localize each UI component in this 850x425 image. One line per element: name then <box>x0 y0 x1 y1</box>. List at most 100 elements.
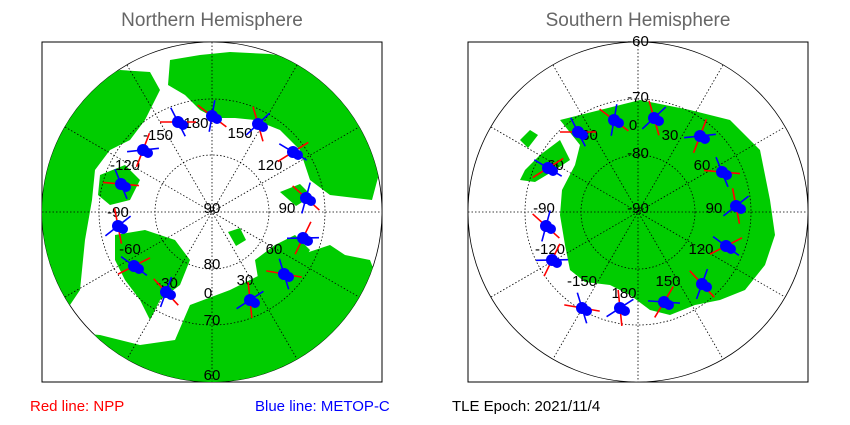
north-pass-marker <box>245 106 271 142</box>
south-satellite-dot <box>700 134 710 144</box>
landmass-greenland <box>115 230 190 320</box>
south-map: -60 -70 -80 -90 -30 0 30 -60 60 -90 90 -… <box>467 33 809 383</box>
south-pass-marker <box>647 286 681 318</box>
north-satellite-dot <box>258 122 268 132</box>
north-label-lon-60: 60 <box>266 241 283 258</box>
south-satellite-dot <box>614 118 624 128</box>
south-label-lat-m80: -80 <box>627 145 649 162</box>
landmass-north-america <box>42 70 160 320</box>
south-pass-marker <box>599 104 629 136</box>
north-label-lon-120: 120 <box>257 157 282 174</box>
north-pass-marker <box>117 255 151 277</box>
south-satellite-dot <box>722 170 732 180</box>
north-map: -150 180 150 -120 120 -90 90 -60 60 -30 … <box>41 41 383 384</box>
south-satellite-passes <box>532 100 750 326</box>
south-label-lat-m70: -70 <box>627 89 649 106</box>
south-label-lon-m90: -90 <box>533 200 555 217</box>
north-label-lat-90: 90 <box>204 200 221 217</box>
north-label-lat-80: 80 <box>204 256 221 273</box>
south-label-lon-60: 60 <box>694 157 711 174</box>
north-pass-marker <box>277 141 309 163</box>
south-pass-marker <box>532 210 560 242</box>
north-label-lon-m150: -150 <box>143 127 173 144</box>
south-pass-marker <box>564 292 600 324</box>
north-satellite-passes <box>102 100 320 318</box>
north-satellite-dot <box>166 290 176 300</box>
landmass-south-america-tip <box>520 130 538 148</box>
south-label-lon-m150: -150 <box>567 273 597 290</box>
south-satellite-dot <box>702 282 712 292</box>
north-satellite-dot <box>134 264 144 274</box>
south-pass-marker <box>684 118 716 154</box>
north-satellite-dot <box>143 148 153 158</box>
north-satellite-dot <box>303 236 313 246</box>
south-satellite-dot <box>736 204 746 214</box>
south-satellite-dot <box>578 130 588 140</box>
landmass-asia <box>168 52 380 200</box>
north-label-lon-150: 150 <box>227 125 252 142</box>
north-label-lat-70: 70 <box>204 312 221 329</box>
south-satellite-dot <box>546 224 556 234</box>
south-label-lat-m60: -60 <box>627 33 649 50</box>
north-satellite-dot <box>212 114 222 124</box>
landmass-svalbard <box>228 228 246 246</box>
south-label-lon-90: 90 <box>706 200 723 217</box>
north-satellite-dot <box>121 182 131 192</box>
north-pass-marker <box>292 182 320 214</box>
south-pass-marker <box>722 188 750 224</box>
north-label-lat-60: 60 <box>204 367 221 384</box>
north-satellite-dot <box>284 272 294 282</box>
north-satellite-dot <box>250 298 260 308</box>
south-label-lon-120: 120 <box>688 241 713 258</box>
north-map-title: Northern Hemisphere <box>121 10 303 31</box>
south-label-lon-30: 30 <box>662 127 679 144</box>
north-pass-marker <box>153 276 179 308</box>
landmass-scandinavia <box>255 235 310 290</box>
north-satellite-dot <box>178 120 188 130</box>
north-satellite-dot <box>118 224 128 234</box>
landmass-europe-africa <box>42 245 382 382</box>
south-label-lon-150: 150 <box>655 273 680 290</box>
south-pass-marker <box>703 156 741 188</box>
north-label-lon-180: 180 <box>183 115 208 132</box>
south-pass-marker <box>535 243 569 277</box>
south-graticule <box>468 42 808 382</box>
south-pass-marker <box>532 157 564 179</box>
south-satellite-dot <box>552 258 562 268</box>
south-satellite-dot <box>582 306 592 316</box>
south-label-lon-180: 180 <box>611 285 636 302</box>
south-label-lon-0: 0 <box>629 117 637 134</box>
south-pass-marker <box>606 290 634 326</box>
south-satellite-dot <box>664 300 674 310</box>
north-label-lon-0: 0 <box>204 285 212 302</box>
south-satellite-dot <box>548 166 558 176</box>
legend-metop-c: Blue line: METOP-C <box>255 398 390 415</box>
north-pass-marker <box>102 168 140 200</box>
north-pass-marker <box>197 100 227 132</box>
south-map-title: Southern Hemisphere <box>545 10 731 31</box>
north-pass-marker <box>104 208 132 244</box>
north-label-lon-m120: -120 <box>110 157 140 174</box>
south-label-lat-m90: -90 <box>627 200 649 217</box>
landmass-antarctica <box>560 100 775 315</box>
south-pass-marker <box>641 100 667 136</box>
south-pass-marker <box>560 117 596 147</box>
north-satellite-dot <box>293 150 303 160</box>
tle-epoch: TLE Epoch: 2021/11/4 <box>452 398 601 415</box>
north-label-lon-m90: -90 <box>107 204 129 221</box>
south-pass-marker <box>709 235 743 257</box>
north-pass-marker <box>286 221 320 255</box>
north-pass-marker <box>160 107 196 137</box>
south-satellite-dot <box>654 116 664 126</box>
north-label-lon-90: 90 <box>279 200 296 217</box>
south-pass-marker <box>689 268 715 300</box>
north-satellite-dot <box>306 196 316 206</box>
north-pass-marker <box>236 282 264 318</box>
north-label-lon-30: 30 <box>237 272 254 289</box>
north-pass-marker <box>266 258 302 290</box>
south-satellite-dot <box>726 244 736 254</box>
north-pass-marker <box>127 132 159 168</box>
legend-npp: Red line: NPP <box>30 398 125 415</box>
south-label-lon-m120: -120 <box>535 241 565 258</box>
